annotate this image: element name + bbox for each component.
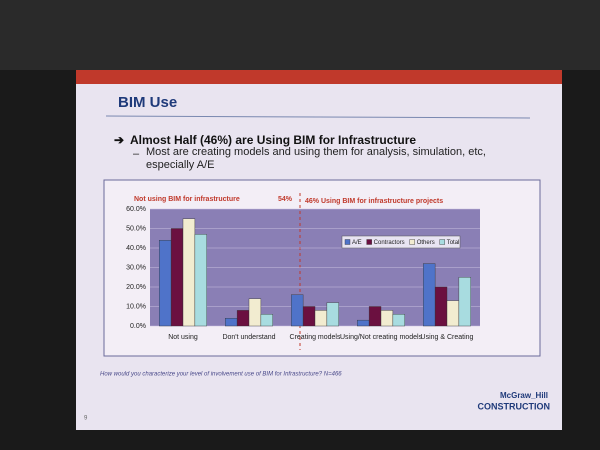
bar <box>314 310 328 327</box>
x-tick-label: Using/Not creating models <box>340 334 423 341</box>
logo: CONSTRUCTION <box>478 401 551 411</box>
bullet: Most are creating models and using them … <box>146 146 486 171</box>
legend-label: Contractors <box>374 240 405 246</box>
slide-title: BIM Use <box>118 94 177 111</box>
y-tick-label: 0.0% <box>130 323 146 330</box>
legend-swatch <box>344 239 351 245</box>
annotation: 54% <box>278 196 293 203</box>
y-tick-label: 10.0% <box>126 303 146 310</box>
x-tick-label: Not using <box>168 334 198 341</box>
legend-label: Total <box>447 240 460 246</box>
bar <box>434 286 448 327</box>
page-number: 9 <box>84 416 88 422</box>
bar <box>326 302 339 327</box>
footnote: How would you characterize your level of… <box>100 372 342 378</box>
bar <box>368 306 382 327</box>
y-tick-label: 40.0% <box>126 245 146 252</box>
annotation: 46% Using BIM for infrastructure project… <box>305 198 443 205</box>
bar <box>302 306 316 327</box>
legend-label: Others <box>417 240 435 246</box>
bar <box>182 218 196 327</box>
bar <box>260 314 273 327</box>
y-tick-label: 30.0% <box>126 264 146 271</box>
bar <box>291 294 304 327</box>
rule <box>105 115 531 119</box>
slide-banner <box>76 70 562 84</box>
bar <box>392 314 405 327</box>
bar <box>423 263 436 327</box>
bullet-box: Most are creating models and using them … <box>146 146 486 171</box>
x-tick-label: Don't understand <box>222 334 275 341</box>
legend-swatch <box>366 239 372 245</box>
bar <box>446 300 460 327</box>
legend-swatch <box>409 239 415 245</box>
logo: McGraw_Hill <box>500 391 548 400</box>
y-tick-label: 50.0% <box>126 225 146 232</box>
legend-label: A/E <box>352 240 362 246</box>
headline: Almost Half (46%) are Using BIM for Infr… <box>130 133 416 147</box>
bar <box>159 239 172 327</box>
y-tick-label: 60.0% <box>126 206 146 213</box>
dash: – <box>133 148 140 160</box>
legend-swatch <box>439 239 445 245</box>
bar <box>236 310 250 327</box>
annotation: Not using BIM for infrastructure <box>134 196 240 203</box>
bar <box>170 228 184 327</box>
bar <box>458 277 471 327</box>
bar <box>248 298 262 327</box>
ceiling <box>0 0 600 70</box>
legend-box <box>341 235 461 249</box>
bar <box>194 234 207 327</box>
x-tick-label: Creating models <box>290 334 341 341</box>
y-tick-label: 20.0% <box>126 284 146 291</box>
x-tick-label: Using & Creating <box>421 334 474 341</box>
bar <box>380 310 394 327</box>
arrow: ➔ <box>114 133 124 147</box>
bar <box>225 318 238 327</box>
bar <box>357 319 370 327</box>
